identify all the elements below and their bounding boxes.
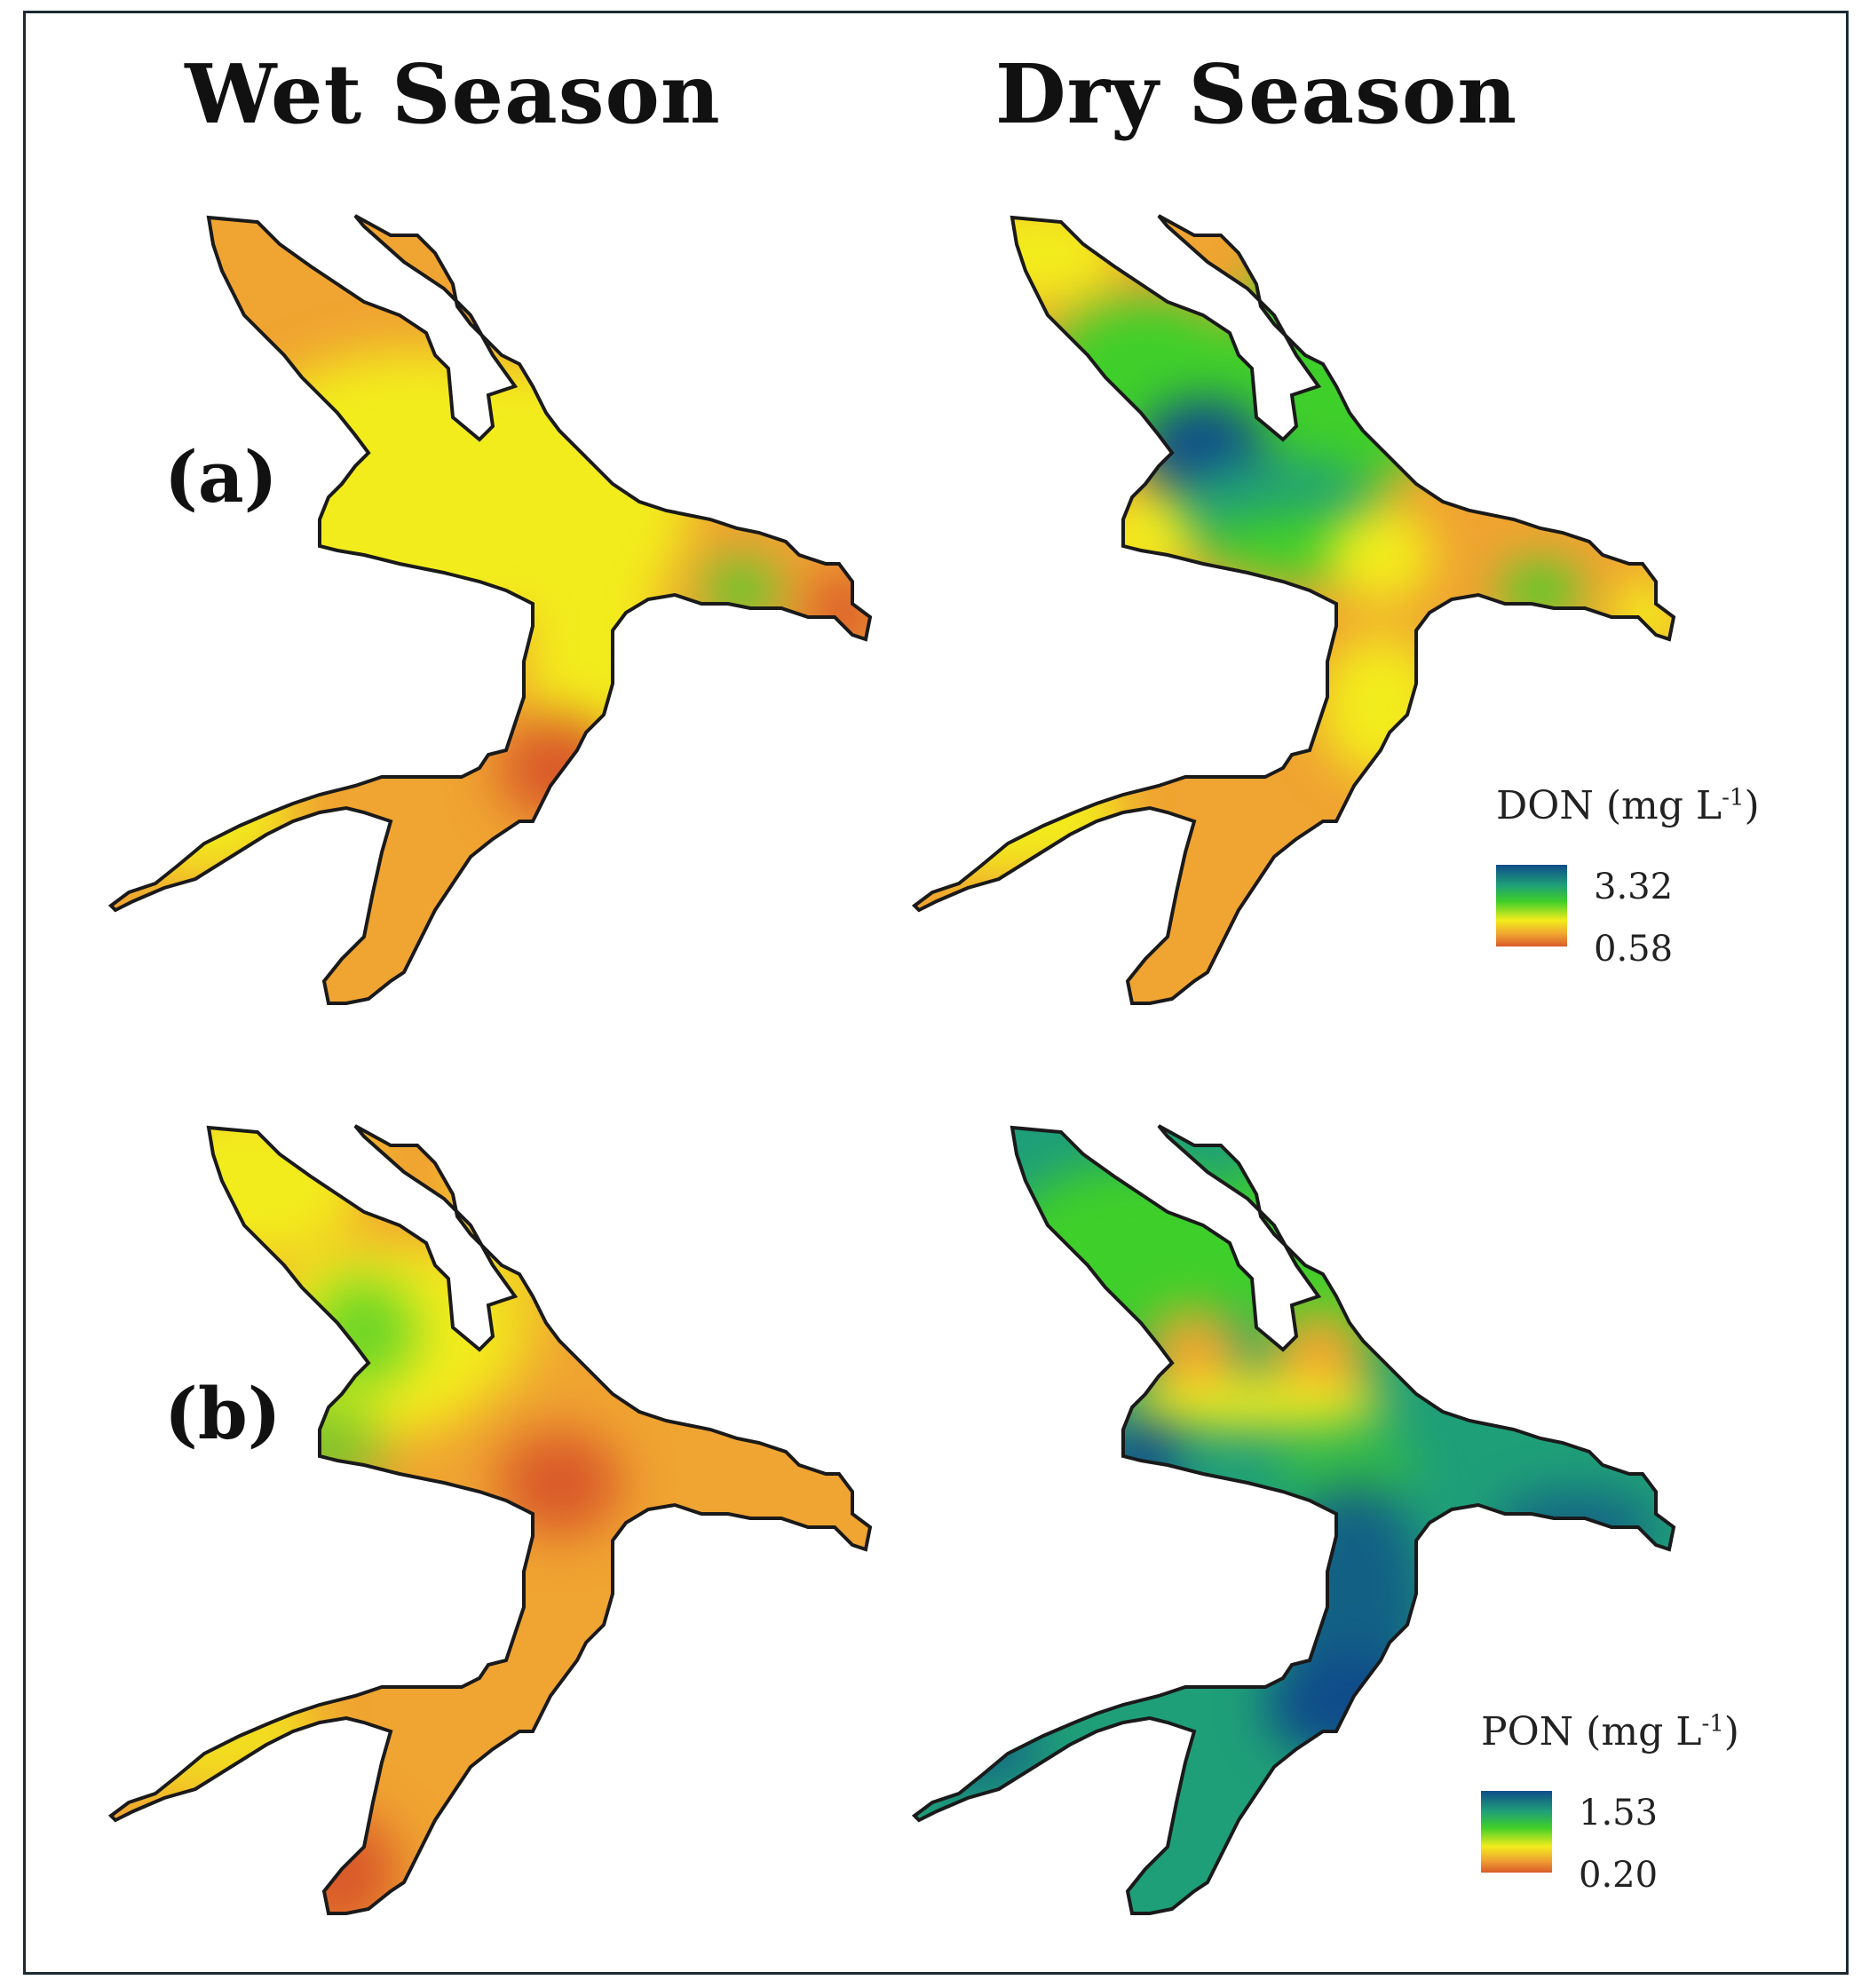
legend-pon-title: PON (mg L-1) <box>1481 1709 1739 1754</box>
legend-pon-colorbar <box>1481 1791 1552 1873</box>
map-pon-dry <box>911 1124 1676 1915</box>
reservoir-outline <box>107 1124 873 1915</box>
legend-don-max: 3.32 <box>1594 867 1674 907</box>
dry-season-title: Dry Season <box>994 46 1518 142</box>
map-don-dry <box>911 214 1676 1005</box>
map-base-fill <box>111 1126 870 1913</box>
figure-frame <box>23 11 1849 1975</box>
legend-don-title: DON (mg L-1) <box>1496 783 1760 828</box>
map-don-wet <box>107 214 873 1005</box>
legend-don-colorbar <box>1496 865 1567 946</box>
panel-label-a: (a) <box>164 435 278 519</box>
map-pon-wet <box>107 1124 873 1915</box>
reservoir-outline <box>107 214 873 1005</box>
reservoir-outline <box>911 1124 1676 1915</box>
map-base-fill <box>111 216 870 1003</box>
legend-pon-min: 0.20 <box>1579 1855 1659 1896</box>
reservoir-outline <box>911 214 1676 1005</box>
legend-don: DON (mg L-1) 3.32 0.58 <box>1496 783 1789 978</box>
wet-season-title: Wet Season <box>185 46 721 142</box>
legend-don-min: 0.58 <box>1594 929 1674 970</box>
legend-pon: PON (mg L-1) 1.53 0.20 <box>1481 1709 1774 1905</box>
panel-label-b: (b) <box>164 1372 281 1455</box>
legend-pon-max: 1.53 <box>1579 1793 1659 1834</box>
